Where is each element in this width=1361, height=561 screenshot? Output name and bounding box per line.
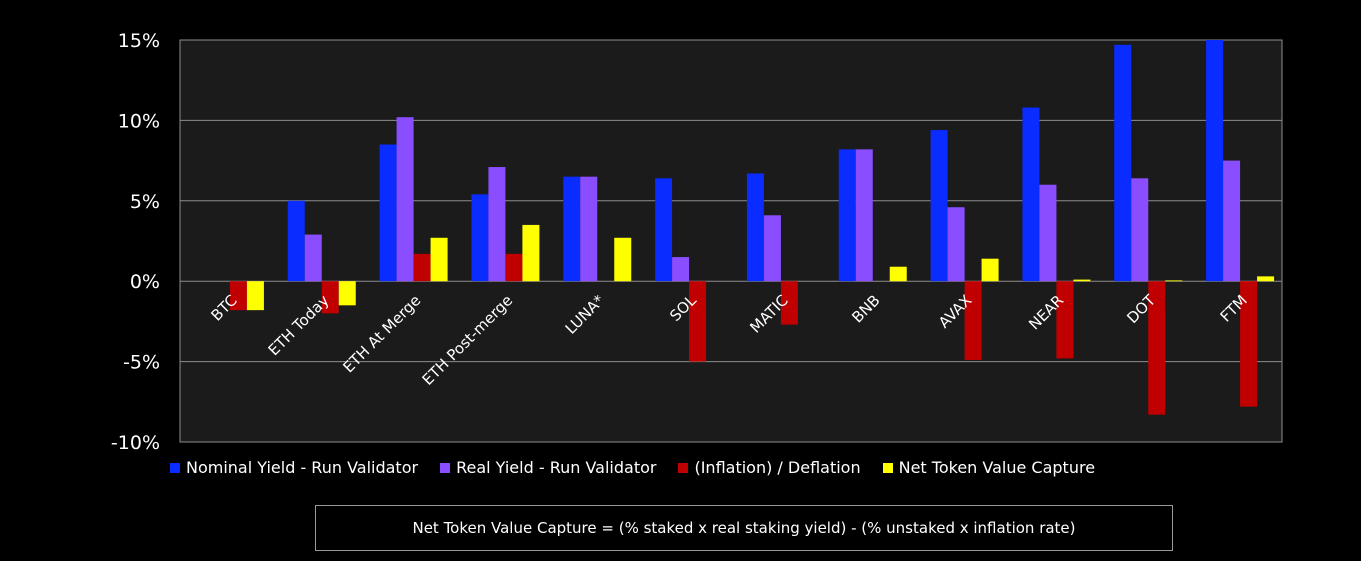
legend-item-net-capture: Net Token Value Capture [882, 458, 1096, 477]
bar [287, 200, 305, 282]
bar [1165, 280, 1183, 282]
formula-note-box: Net Token Value Capture = (% staked x re… [315, 505, 1173, 551]
bar [855, 149, 873, 282]
bar [763, 215, 781, 282]
bar [304, 234, 322, 282]
bar [430, 237, 448, 282]
bar [321, 281, 339, 314]
bar [471, 194, 489, 282]
bar [1039, 184, 1057, 282]
bar [981, 258, 999, 282]
bar [1073, 279, 1091, 282]
bar [229, 281, 247, 311]
bar [672, 257, 690, 282]
legend-label-nominal-yield: Nominal Yield - Run Validator [186, 458, 419, 477]
legend-swatch-inflation [678, 462, 689, 473]
bar [1022, 107, 1040, 282]
bar [1056, 281, 1074, 359]
legend-swatch-nominal-yield [170, 462, 180, 473]
gridlines [180, 39, 1282, 443]
bar [838, 149, 856, 282]
legend-item-nominal-yield: Nominal Yield - Run Validator [170, 458, 418, 477]
bar [488, 167, 506, 282]
legend-label-inflation: (Inflation) / Deflation [694, 458, 861, 477]
bars [229, 40, 1275, 415]
bar [889, 266, 907, 282]
bar [1223, 160, 1241, 282]
bar [580, 176, 598, 282]
y-tick-label: -5% [123, 352, 160, 374]
y-tick-label: -10% [111, 432, 160, 450]
bar [930, 130, 948, 282]
bar [505, 253, 523, 282]
bar [379, 144, 397, 282]
y-tick-label: 10% [118, 110, 160, 132]
legend-item-inflation: (Inflation) / Deflation [678, 458, 861, 477]
legend-label-real-yield: Real Yield - Run Validator [456, 458, 657, 477]
bar [338, 281, 356, 306]
y-tick-label: 15% [118, 30, 160, 52]
y-tick-label: 5% [130, 191, 160, 213]
bar [413, 253, 431, 282]
bar [947, 207, 965, 282]
bar [246, 281, 264, 311]
bar [522, 224, 540, 282]
bar [655, 178, 673, 282]
legend: Nominal Yield - Run Validator Real Yield… [170, 458, 1095, 477]
bar [746, 173, 764, 282]
bar [614, 237, 632, 282]
bar [1206, 40, 1224, 282]
bar [1131, 178, 1149, 282]
bar [1114, 44, 1132, 282]
legend-label-net-capture: Net Token Value Capture [898, 458, 1096, 477]
bar [964, 281, 982, 360]
formula-note-text: Net Token Value Capture = (% staked x re… [412, 519, 1076, 537]
bar-chart: 15%10%5%0%-5%-10% BTC ETH Today ETH At Mer… [111, 30, 1283, 450]
legend-swatch-net-capture [882, 462, 893, 473]
bar [780, 281, 798, 325]
bar [689, 281, 707, 362]
bar [1240, 281, 1258, 407]
y-axis-ticks: 15% 10% 5% 0% -5% -10% [111, 30, 160, 450]
plot-area [179, 39, 1283, 443]
legend-item-real-yield: Real Yield - Run Validator [440, 458, 656, 477]
legend-swatch-real-yield [440, 462, 451, 473]
bar [1148, 281, 1166, 415]
y-tick-label: 0% [130, 271, 160, 293]
bar [396, 117, 414, 282]
bar [1257, 276, 1275, 282]
bar [563, 176, 581, 282]
